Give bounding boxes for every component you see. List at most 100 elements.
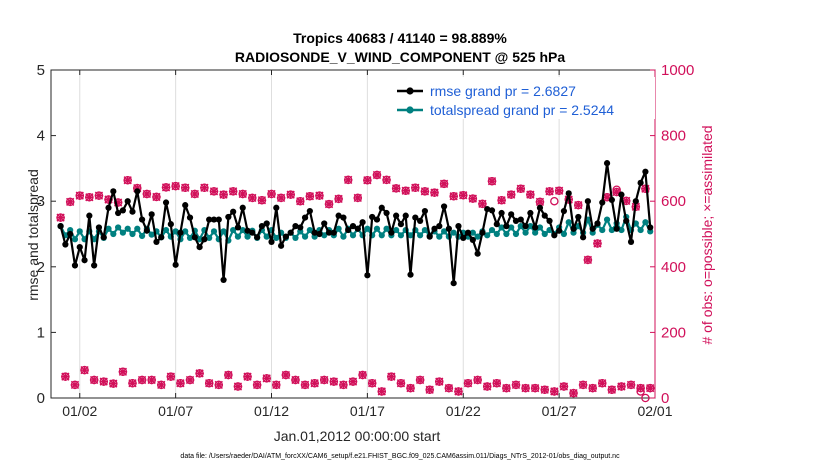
obs-assimilated-marker	[89, 375, 99, 385]
rmse-point	[455, 223, 462, 230]
obs-assimilated-marker	[300, 380, 310, 390]
obs-assimilated-marker	[286, 190, 295, 199]
y-tick-label-right: 200	[661, 324, 686, 341]
rmse-point	[148, 211, 155, 218]
chart-title: Tropics 40683 / 41140 = 98.889%	[293, 30, 507, 46]
obs-assimilated-marker	[391, 184, 401, 193]
obs-assimilated-marker	[257, 196, 267, 205]
rmse-point	[325, 229, 333, 236]
rmse-point	[162, 199, 170, 206]
grid-lines	[79, 70, 656, 398]
totalspread-point	[115, 224, 122, 231]
rmse-point	[340, 214, 347, 221]
totalspread-point	[263, 233, 270, 240]
totalspread-point	[383, 225, 390, 232]
rmse-point	[575, 213, 582, 221]
rmse-point	[431, 225, 438, 232]
obs-assimilated-marker	[526, 190, 535, 199]
obs-possible-marker	[636, 387, 645, 396]
rmse-line	[59, 162, 652, 285]
obs-assimilated-marker	[320, 375, 329, 385]
obs-assimilated-marker	[152, 192, 161, 202]
rmse-point	[517, 216, 524, 223]
obs-assimilated-marker	[607, 385, 617, 394]
totalspread-point	[508, 224, 515, 231]
rmse-point	[268, 238, 275, 245]
rmse-point	[637, 179, 644, 186]
totalspread-point	[373, 225, 381, 232]
rmse-point	[244, 227, 251, 234]
totalspread-point	[321, 232, 328, 239]
rmse-point	[225, 213, 232, 221]
rmse-point	[364, 272, 371, 279]
rmse-point	[91, 262, 98, 269]
rmse-point	[316, 230, 323, 238]
rmse-point	[71, 262, 79, 269]
obs-assimilated-marker	[329, 377, 339, 386]
data-file-footer: data file: /Users/raeder/DAI/ATM_forcXX/…	[180, 453, 620, 460]
obs-assimilated-marker	[516, 184, 525, 193]
rmse-point	[632, 198, 639, 205]
y-tick-label-right: 400	[661, 259, 686, 276]
obs-assimilated-marker	[219, 190, 228, 199]
rmse-point	[493, 221, 500, 228]
legend: rmse grand pr = 2.6827 totalspread grand…	[393, 77, 655, 119]
rmse-point	[599, 199, 606, 206]
totalspread-point	[239, 226, 246, 234]
obs-assimilated-marker	[459, 191, 468, 200]
obs-assimilated-marker	[626, 380, 636, 390]
rmse-point	[57, 223, 64, 230]
rmse-point	[469, 236, 476, 244]
obs-assimilated-marker	[372, 170, 382, 180]
obs-assimilated-marker	[228, 187, 238, 196]
obs-assimilated-marker	[545, 187, 554, 196]
totalspread-point	[273, 234, 280, 242]
rmse-point	[230, 208, 237, 215]
totalspread-point	[493, 230, 500, 238]
rmse-point	[349, 223, 357, 230]
rmse-point	[297, 224, 304, 231]
obs-assimilated-marker	[554, 186, 564, 195]
obs-assimilated-marker	[406, 383, 415, 393]
obs-assimilated-marker	[123, 176, 132, 185]
rmse-point	[536, 204, 544, 211]
obs-assimilated-marker	[252, 380, 262, 390]
rmse-point	[508, 211, 515, 218]
obs-assimilated-marker	[348, 377, 358, 386]
legend-label-rmse: rmse grand pr = 2.6827	[430, 83, 576, 99]
rmse-point	[369, 213, 376, 221]
obs-assimilated-marker	[411, 183, 420, 192]
rmse-point	[335, 212, 342, 219]
obs-assimilated-marker	[233, 382, 243, 391]
rmse-point	[134, 188, 141, 195]
totalspread-point	[608, 226, 615, 234]
totalspread-point	[124, 225, 131, 232]
rmse-point	[623, 217, 630, 224]
obs-assimilated-marker	[487, 176, 497, 186]
totalspread-point	[234, 233, 242, 240]
totalspread-point	[105, 225, 112, 232]
rmse-point	[282, 233, 289, 240]
rmse-point	[115, 209, 122, 217]
obs-assimilated-marker	[248, 193, 257, 203]
obs-assimilated-marker	[415, 375, 425, 385]
totalspread-point	[364, 225, 371, 232]
obs-assimilated-marker	[209, 187, 219, 196]
obs-assimilated-marker	[157, 380, 166, 390]
obs-assimilated-marker	[315, 191, 324, 200]
obs-assimilated-marker	[75, 191, 84, 200]
rmse-point	[182, 202, 189, 209]
rmse-point	[311, 229, 318, 236]
obs-assimilated-marker	[137, 375, 147, 385]
obs-assimilated-marker	[324, 199, 334, 209]
x-tick-label: 01/22	[446, 403, 481, 419]
obs-assimilated-marker	[435, 377, 444, 386]
obs-assimilated-marker	[511, 380, 521, 390]
totalspread-point	[565, 219, 572, 226]
obs-assimilated-marker	[363, 176, 372, 185]
rmse-point	[503, 223, 510, 230]
rmse-point	[143, 227, 150, 234]
totalspread-point	[484, 232, 491, 239]
obs-assimilated-marker	[147, 375, 156, 385]
obs-assimilated-marker	[401, 186, 410, 195]
